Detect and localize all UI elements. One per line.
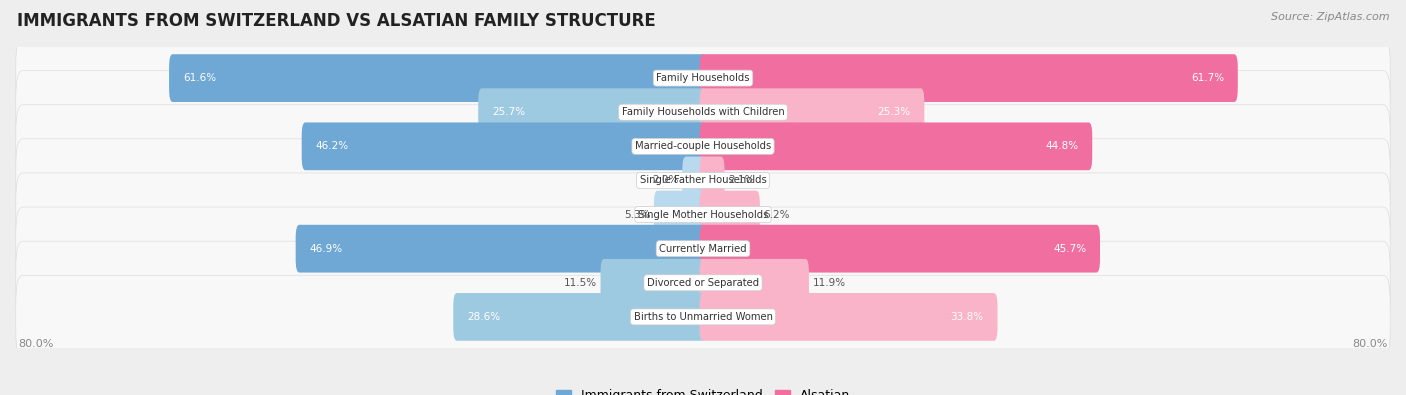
FancyBboxPatch shape: [478, 88, 706, 136]
Text: 61.7%: 61.7%: [1191, 73, 1225, 83]
FancyBboxPatch shape: [15, 36, 1391, 120]
FancyBboxPatch shape: [15, 105, 1391, 188]
FancyBboxPatch shape: [453, 293, 706, 341]
FancyBboxPatch shape: [682, 156, 706, 204]
Text: 6.2%: 6.2%: [763, 210, 790, 220]
Text: Currently Married: Currently Married: [659, 244, 747, 254]
FancyBboxPatch shape: [700, 122, 1092, 170]
Text: 46.9%: 46.9%: [309, 244, 343, 254]
Text: Births to Unmarried Women: Births to Unmarried Women: [634, 312, 772, 322]
Text: 33.8%: 33.8%: [950, 312, 984, 322]
Text: 25.7%: 25.7%: [492, 107, 524, 117]
FancyBboxPatch shape: [700, 156, 724, 204]
FancyBboxPatch shape: [302, 122, 706, 170]
Text: 80.0%: 80.0%: [1353, 339, 1388, 348]
FancyBboxPatch shape: [700, 88, 924, 136]
Legend: Immigrants from Switzerland, Alsatian: Immigrants from Switzerland, Alsatian: [551, 384, 855, 395]
Text: Divorced or Separated: Divorced or Separated: [647, 278, 759, 288]
FancyBboxPatch shape: [15, 207, 1391, 290]
Text: IMMIGRANTS FROM SWITZERLAND VS ALSATIAN FAMILY STRUCTURE: IMMIGRANTS FROM SWITZERLAND VS ALSATIAN …: [17, 12, 655, 30]
Text: 61.6%: 61.6%: [183, 73, 217, 83]
FancyBboxPatch shape: [295, 225, 706, 273]
Text: 2.1%: 2.1%: [728, 175, 755, 185]
FancyBboxPatch shape: [15, 241, 1391, 324]
FancyBboxPatch shape: [15, 139, 1391, 222]
Text: 25.3%: 25.3%: [877, 107, 911, 117]
Text: 80.0%: 80.0%: [18, 339, 53, 348]
Text: 5.3%: 5.3%: [624, 210, 651, 220]
FancyBboxPatch shape: [600, 259, 706, 307]
Text: Single Father Households: Single Father Households: [640, 175, 766, 185]
FancyBboxPatch shape: [15, 275, 1391, 359]
Text: 11.9%: 11.9%: [813, 278, 845, 288]
FancyBboxPatch shape: [700, 259, 808, 307]
Text: 44.8%: 44.8%: [1045, 141, 1078, 151]
FancyBboxPatch shape: [700, 54, 1237, 102]
FancyBboxPatch shape: [700, 293, 997, 341]
Text: Married-couple Households: Married-couple Households: [636, 141, 770, 151]
Text: 45.7%: 45.7%: [1053, 244, 1087, 254]
FancyBboxPatch shape: [15, 71, 1391, 154]
Text: Single Mother Households: Single Mother Households: [638, 210, 768, 220]
FancyBboxPatch shape: [169, 54, 706, 102]
Text: Source: ZipAtlas.com: Source: ZipAtlas.com: [1271, 12, 1389, 22]
FancyBboxPatch shape: [654, 191, 706, 239]
Text: Family Households: Family Households: [657, 73, 749, 83]
FancyBboxPatch shape: [700, 225, 1099, 273]
FancyBboxPatch shape: [15, 173, 1391, 256]
Text: 46.2%: 46.2%: [315, 141, 349, 151]
Text: 2.0%: 2.0%: [652, 175, 679, 185]
FancyBboxPatch shape: [700, 191, 759, 239]
Text: Family Households with Children: Family Households with Children: [621, 107, 785, 117]
Text: 11.5%: 11.5%: [564, 278, 598, 288]
Text: 28.6%: 28.6%: [467, 312, 501, 322]
